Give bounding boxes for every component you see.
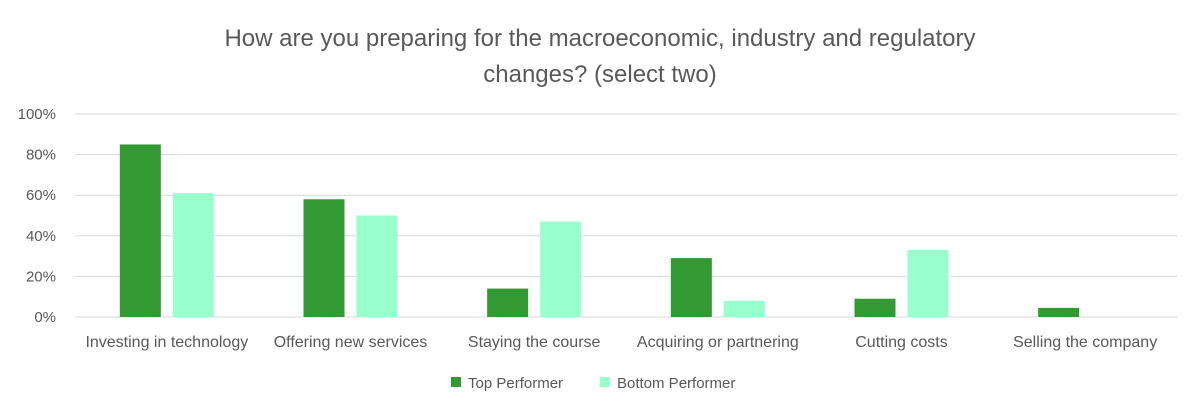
- x-category-label: Selling the company: [1013, 334, 1157, 351]
- bar-bottom-performer: [723, 300, 765, 317]
- bar-top-performer: [487, 288, 529, 317]
- y-tick-label: 60%: [26, 187, 56, 204]
- bar-top-performer: [303, 199, 345, 317]
- x-category-label: Cutting costs: [855, 334, 947, 351]
- y-tick-label: 40%: [26, 228, 56, 245]
- x-axis-categories: Investing in technology Offering new serv…: [85, 334, 1157, 351]
- gridlines: [75, 113, 1177, 318]
- chart-title: How are you preparing for the macroecono…: [224, 25, 975, 88]
- bar-top-performer: [670, 258, 712, 317]
- bar-bottom-performer: [540, 221, 582, 317]
- y-tick-label: 20%: [26, 268, 56, 285]
- y-axis-ticks: 0% 20% 40% 60% 80% 100%: [18, 106, 56, 326]
- y-tick-label: 80%: [26, 147, 56, 164]
- legend: Top Performer Bottom Performer: [451, 375, 735, 392]
- x-category-label: Offering new services: [274, 334, 428, 351]
- x-category-label: Staying the course: [468, 334, 601, 351]
- x-category-label: Acquiring or partnering: [637, 334, 799, 351]
- legend-label: Top Performer: [468, 375, 563, 392]
- chart-title-line-1: How are you preparing for the macroecono…: [224, 25, 975, 52]
- y-tick-label: 100%: [18, 106, 56, 123]
- bar-bottom-performer: [907, 250, 949, 317]
- bars: [119, 144, 1080, 317]
- bar-top-performer: [854, 298, 896, 317]
- bar-top-performer: [1038, 307, 1080, 317]
- bar-bottom-performer: [172, 193, 214, 317]
- legend-swatch: [600, 377, 610, 387]
- legend-swatch: [451, 377, 461, 387]
- bar-bottom-performer: [356, 215, 398, 317]
- y-tick-label: 0%: [34, 309, 56, 326]
- x-category-label: Investing in technology: [85, 334, 248, 351]
- legend-label: Bottom Performer: [617, 375, 735, 392]
- bar-top-performer: [119, 144, 161, 317]
- chart-title-line-2: changes? (select two): [483, 61, 716, 88]
